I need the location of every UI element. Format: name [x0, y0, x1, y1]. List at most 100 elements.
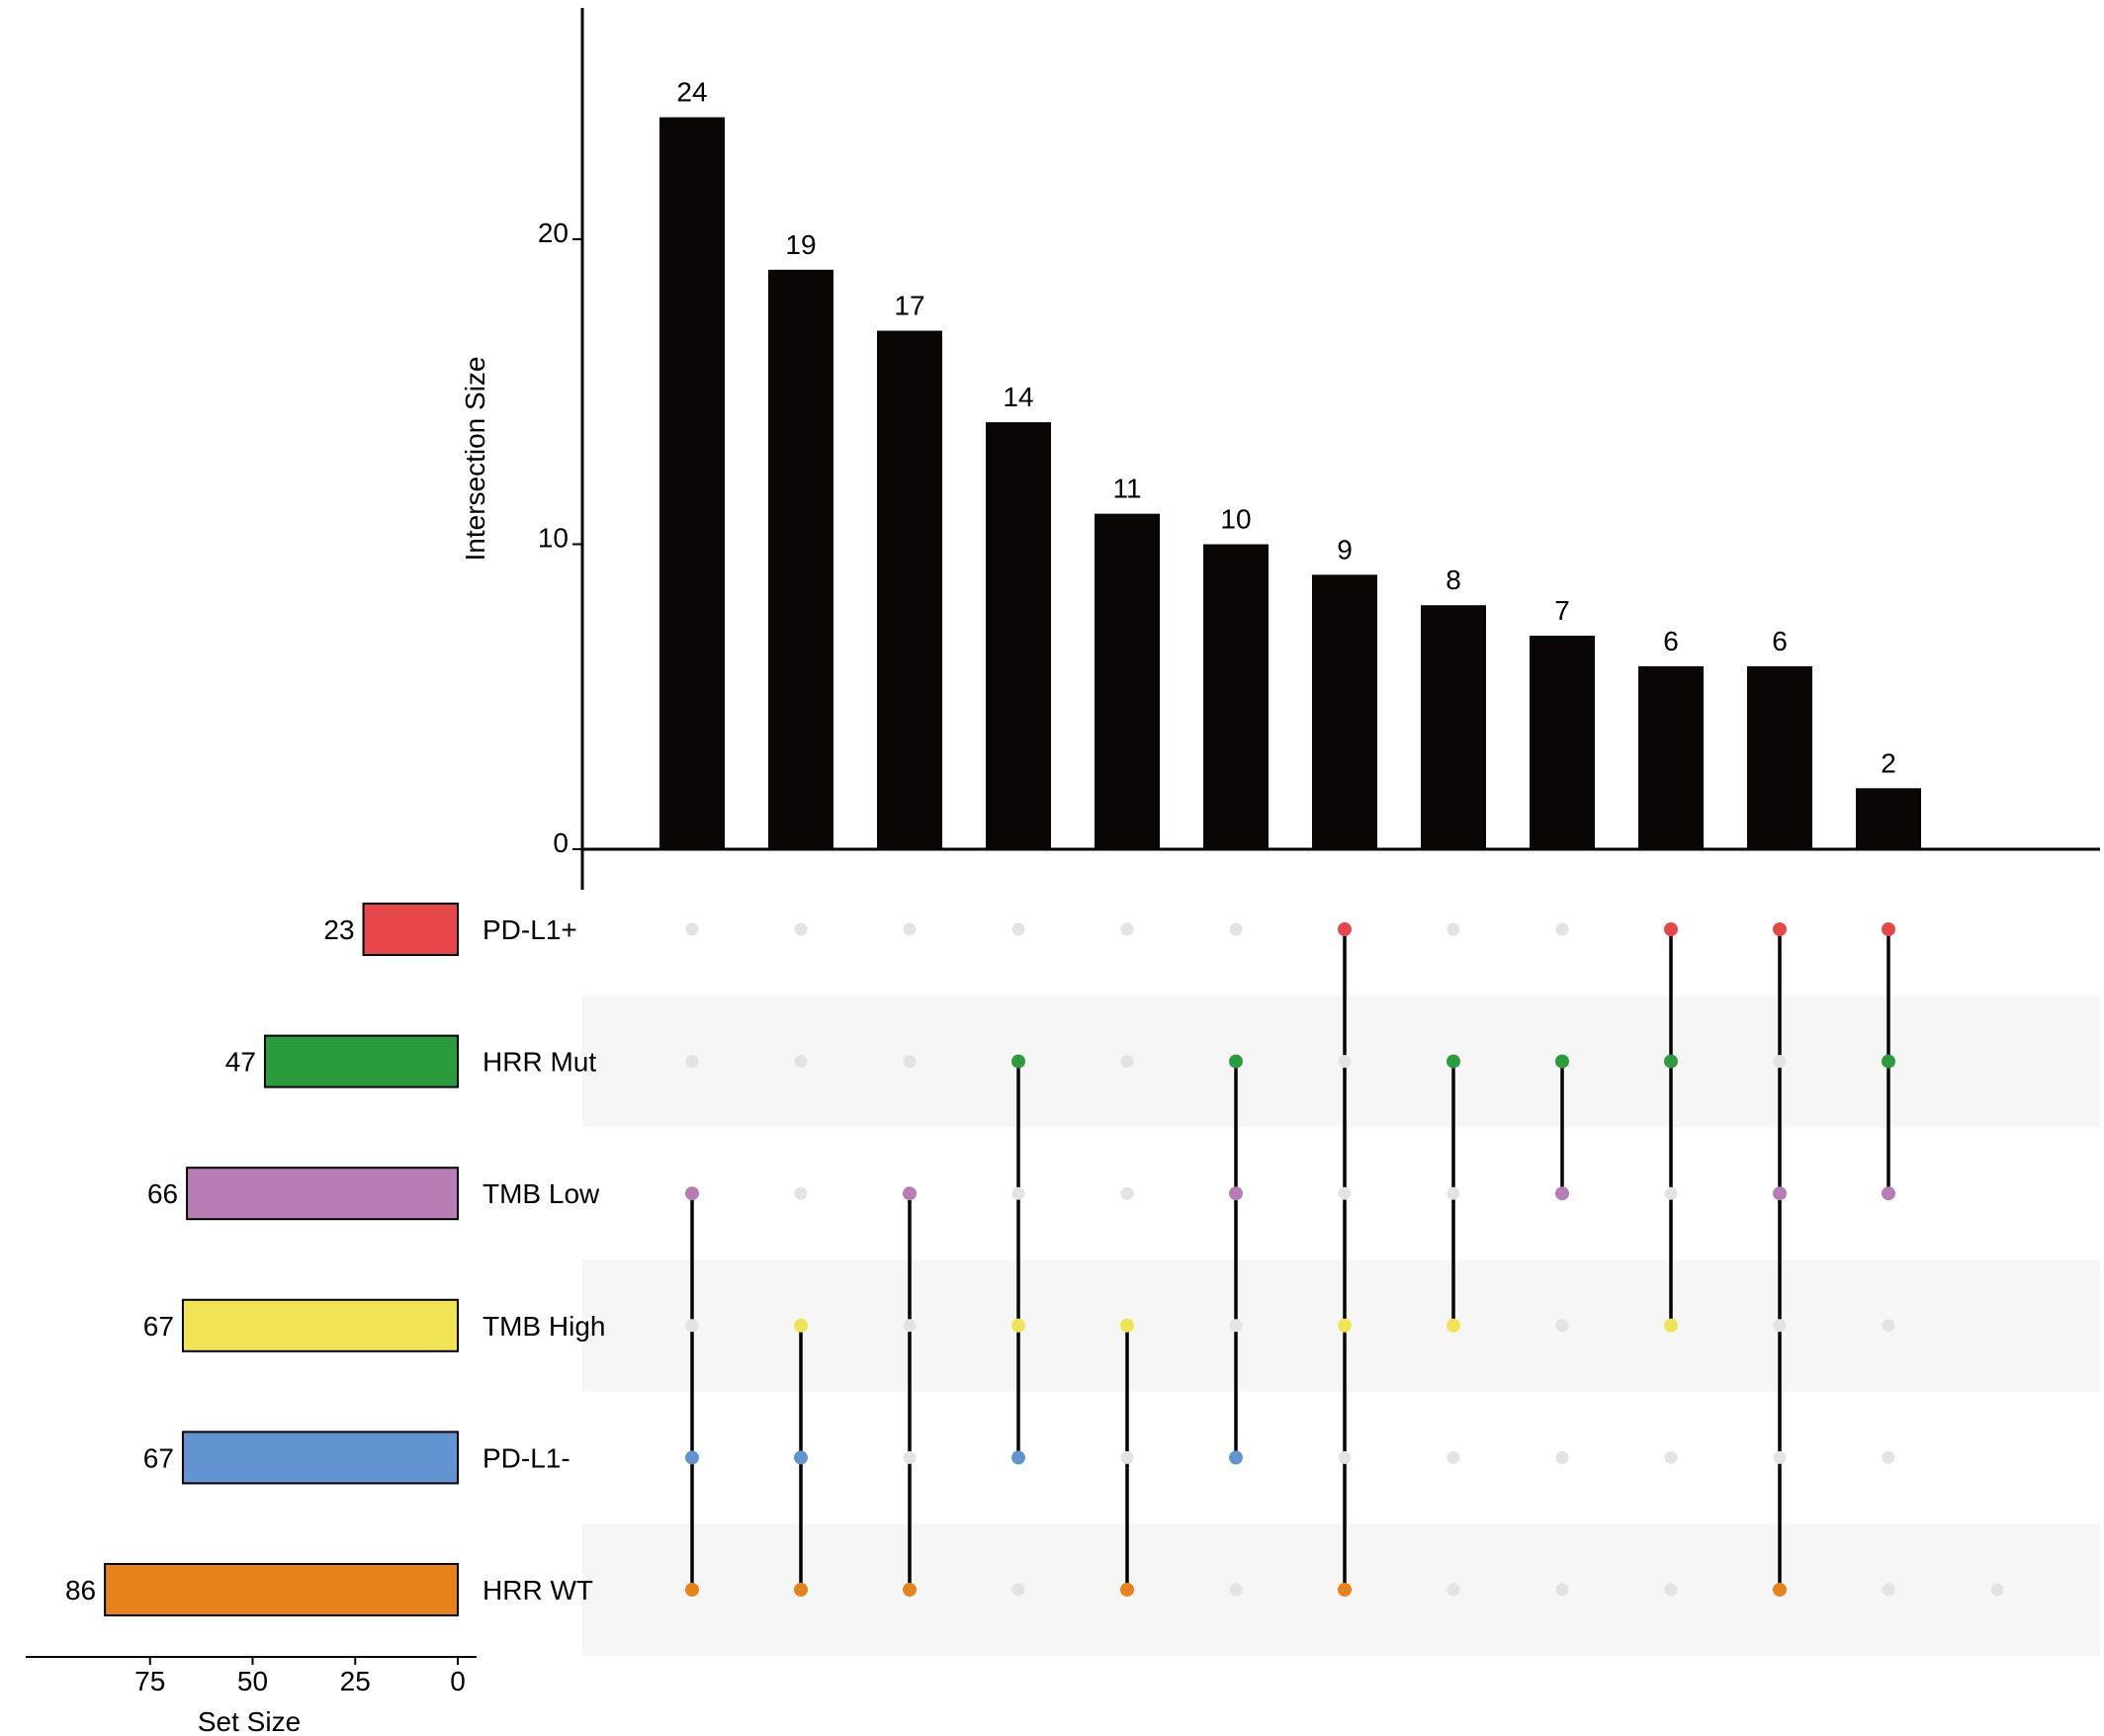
matrix-dot-active	[1229, 1450, 1243, 1465]
matrix-dot-active	[685, 1450, 699, 1465]
matrix-dot-active	[1773, 922, 1787, 936]
set-size-value: 23	[323, 914, 354, 945]
matrix-dot-active	[1773, 1186, 1787, 1201]
matrix-dot-active	[1011, 1318, 1025, 1333]
bar-value-label: 9	[1337, 534, 1353, 564]
intersection-bar	[1638, 665, 1704, 849]
matrix-dot-active	[1120, 1583, 1134, 1597]
matrix-dot-active	[1338, 1583, 1352, 1597]
set-size-tick-label: 75	[134, 1666, 165, 1696]
matrix-dot-inactive	[1011, 922, 1025, 936]
set-size-tick-label: 0	[450, 1666, 466, 1696]
intersection-bar	[986, 422, 1051, 849]
matrix-dot-inactive	[1882, 1450, 1895, 1464]
matrix-dot-inactive	[1773, 1450, 1787, 1464]
set-name-label: TMB Low	[482, 1178, 600, 1209]
bar-value-label: 6	[1772, 626, 1788, 656]
bar-value-label: 7	[1554, 595, 1570, 626]
matrix-dot-inactive	[903, 1055, 917, 1069]
intersection-bar	[768, 269, 833, 850]
matrix-dot-inactive	[1773, 1319, 1787, 1333]
set-size-bar	[362, 903, 459, 956]
matrix-dot-active	[1120, 1318, 1134, 1333]
bar-value-label: 19	[785, 229, 816, 260]
set-size-axis: 75 50 25 0	[26, 1656, 477, 1696]
matrix-dot-active	[685, 1583, 699, 1597]
matrix-dot-inactive	[1120, 1450, 1134, 1464]
matrix-dot-active	[1338, 922, 1352, 936]
y-axis-label: Intersection Size	[460, 357, 490, 562]
matrix-dot-active	[1555, 1186, 1569, 1201]
set-size-bars: 23 PD-L1+ 47 HRR Mut 66 TMB Low 67 TMB High 67 PD…	[65, 903, 605, 1616]
set-size-bar	[181, 1298, 459, 1352]
matrix-dot-inactive	[1338, 1055, 1352, 1069]
matrix-dot-inactive	[685, 1055, 699, 1069]
bar-value-label: 10	[1220, 504, 1251, 535]
matrix-dot-inactive	[1011, 1583, 1025, 1597]
intersection-matrix	[685, 922, 2004, 1597]
matrix-dot-inactive	[1555, 922, 1569, 936]
intersection-bar	[1421, 605, 1486, 849]
matrix-dot-inactive	[1338, 1186, 1352, 1200]
set-name-label: PD-L1-	[482, 1442, 570, 1473]
matrix-dot-inactive	[903, 922, 917, 936]
intersection-bars: 24 19 17 14 11 10 9 8 7 6 6 2	[659, 77, 1921, 850]
matrix-dot-active	[685, 1186, 699, 1201]
intersection-bar	[1856, 788, 1921, 849]
intersection-bar	[659, 117, 725, 850]
bar-value-label: 2	[1881, 747, 1896, 778]
matrix-dot-inactive	[903, 1450, 917, 1464]
matrix-dot-inactive	[1229, 1319, 1243, 1333]
intersection-bar	[1203, 544, 1269, 849]
matrix-dot-inactive	[1446, 1186, 1460, 1200]
matrix-dot-active	[1882, 1054, 1895, 1069]
set-size-value: 66	[147, 1178, 178, 1209]
matrix-dot-inactive	[794, 922, 808, 936]
bar-value-label: 24	[676, 77, 707, 108]
matrix-dot-active	[1229, 1054, 1243, 1069]
matrix-dot-inactive	[685, 922, 699, 936]
matrix-dot-inactive	[1229, 1583, 1243, 1597]
set-size-axis-label: Set Size	[198, 1706, 301, 1736]
set-name-label: TMB High	[482, 1311, 605, 1342]
matrix-dot-inactive	[1664, 1450, 1678, 1464]
matrix-dot-inactive	[794, 1186, 808, 1200]
matrix-dot-inactive	[794, 1055, 808, 1069]
set-size-value: 67	[143, 1311, 174, 1342]
matrix-dot-active	[1555, 1054, 1569, 1069]
matrix-dot-active	[794, 1450, 808, 1465]
matrix-dot-inactive	[1773, 1055, 1787, 1069]
matrix-dot-inactive	[1120, 922, 1134, 936]
bar-value-label: 8	[1446, 564, 1461, 595]
intersection-bar	[877, 330, 942, 849]
matrix-dot-active	[1011, 1450, 1025, 1465]
set-size-bar	[263, 1034, 460, 1088]
matrix-dot-inactive	[1120, 1055, 1134, 1069]
matrix-dot-active	[1338, 1318, 1352, 1333]
matrix-dot-inactive	[1446, 1450, 1460, 1464]
matrix-dot-inactive	[1338, 1450, 1352, 1464]
intersection-bar	[1312, 574, 1377, 849]
matrix-dot-active	[903, 1186, 917, 1201]
matrix-dot-inactive	[685, 1319, 699, 1333]
set-size-bar	[186, 1167, 459, 1221]
matrix-dot-active	[1229, 1186, 1243, 1201]
intersection-bar	[1530, 636, 1595, 849]
intersection-bar	[1095, 513, 1160, 849]
bar-value-label: 6	[1663, 626, 1679, 656]
y-tick-label: 20	[538, 217, 569, 248]
matrix-dot-active	[1664, 922, 1678, 936]
matrix-dot-inactive	[903, 1319, 917, 1333]
matrix-dot-inactive	[1555, 1583, 1569, 1597]
matrix-dot-active	[794, 1583, 808, 1597]
set-name-label: PD-L1+	[482, 914, 577, 945]
matrix-dot-inactive	[1120, 1186, 1134, 1200]
set-size-bar	[104, 1563, 459, 1616]
bar-value-label: 17	[894, 291, 924, 321]
matrix-dot-inactive	[1990, 1583, 2004, 1597]
matrix-dot-inactive	[1555, 1450, 1569, 1464]
set-size-tick-label: 25	[340, 1666, 371, 1696]
set-name-label: HRR WT	[482, 1575, 593, 1606]
set-size-value: 86	[65, 1575, 96, 1606]
